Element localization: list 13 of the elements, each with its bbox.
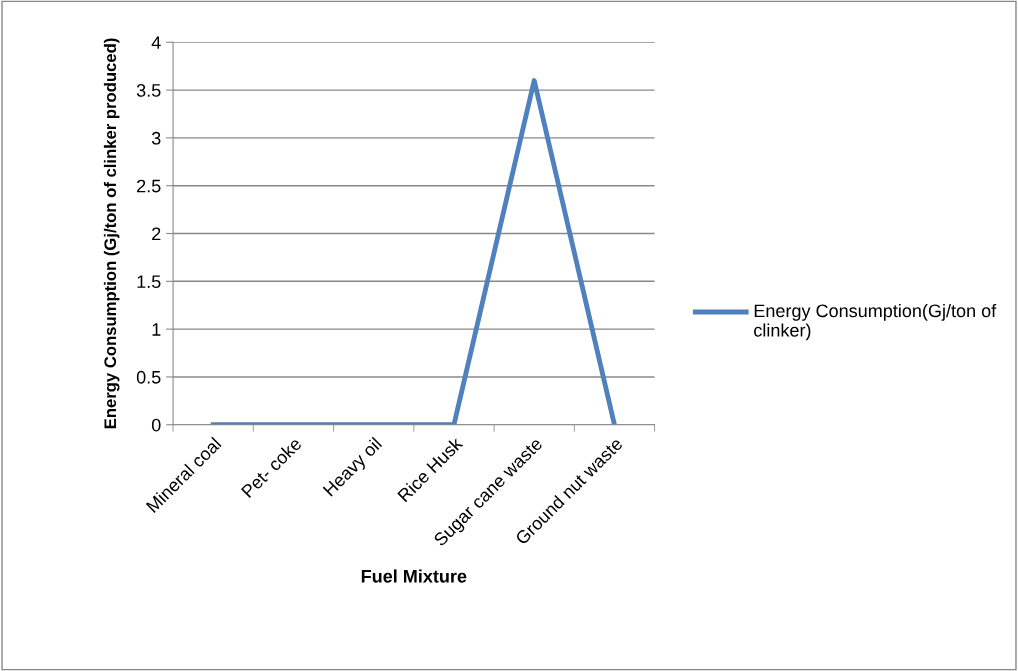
x-axis-title: Fuel Mixture xyxy=(361,569,467,583)
y-tick-label: 0 xyxy=(151,418,161,432)
y-tick-label: 1 xyxy=(152,323,161,336)
x-tick-label: Pet- coke xyxy=(240,436,303,499)
legend-label: Energy Consumption(Gj/ton of clinker) xyxy=(754,303,997,341)
y-tick-label: 2.5 xyxy=(137,179,161,193)
y-tick-label: 3 xyxy=(151,131,161,145)
y-tick-label: 1.5 xyxy=(137,275,161,289)
y-tick-label: 0.5 xyxy=(136,370,161,384)
y-axis-title: Energy Consumption (Gj/ton of clinker produced) xyxy=(103,38,120,429)
y-tick-label: 4 xyxy=(151,36,161,49)
y-tick-label: 2 xyxy=(152,227,161,241)
y-tick-label: 3.5 xyxy=(136,84,161,97)
